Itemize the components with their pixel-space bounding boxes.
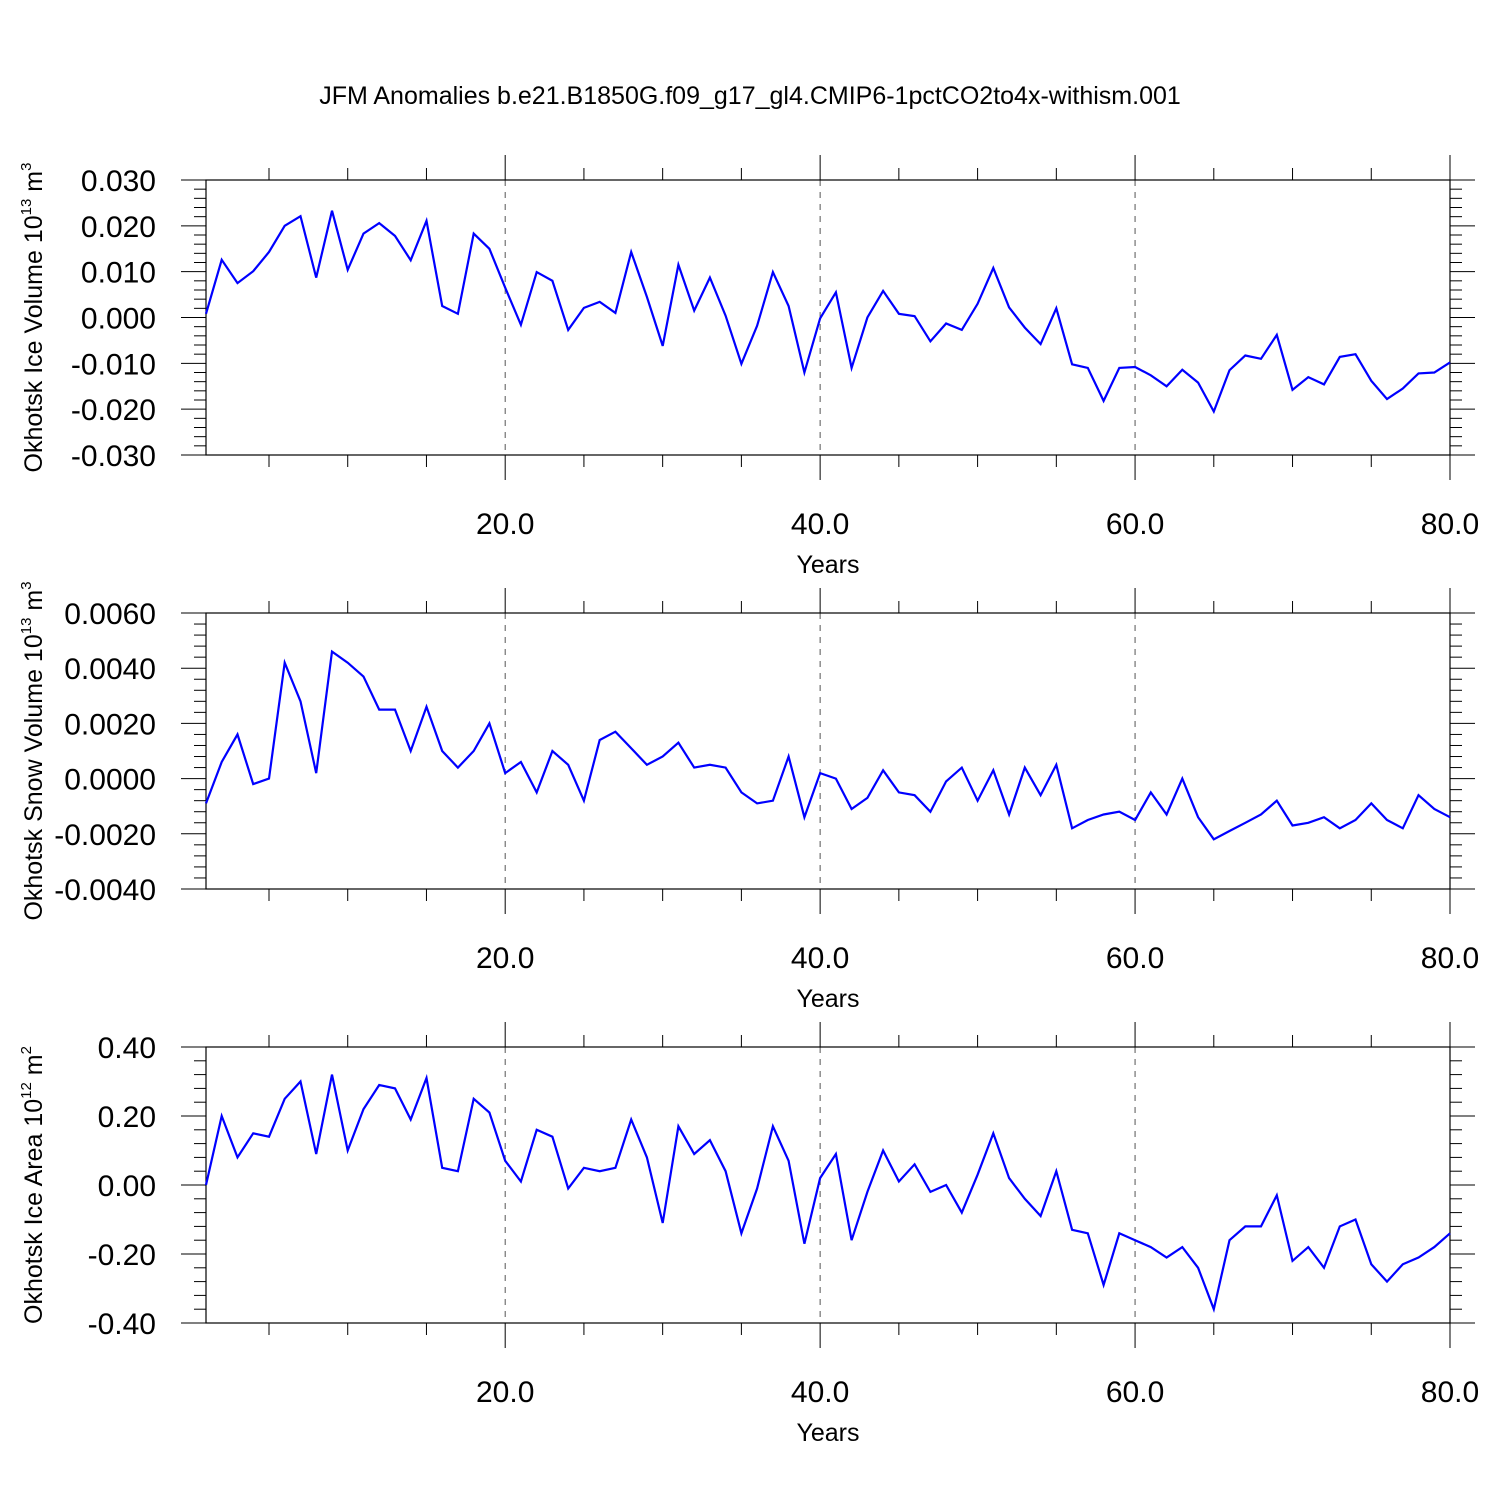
x-tick-label: 20.0 <box>476 942 534 975</box>
x-tick-label: 60.0 <box>1106 1376 1164 1409</box>
plot-frame <box>205 179 1451 456</box>
x-tick-label: 20.0 <box>476 1376 534 1409</box>
y-tick-label: -0.010 <box>71 348 156 381</box>
x-axis-label: Years <box>796 985 859 1013</box>
y-tick-label: 0.010 <box>81 257 156 290</box>
y-tick-label: 0.40 <box>98 1032 156 1065</box>
series-line <box>204 649 1451 841</box>
x-tick-label: 60.0 <box>1106 508 1164 541</box>
x-tick-label: 80.0 <box>1421 1376 1479 1409</box>
x-tick-label: 80.0 <box>1421 942 1479 975</box>
plot-frame <box>205 612 1451 890</box>
y-tick-label: 0.000 <box>81 303 156 336</box>
series-line <box>204 210 1451 415</box>
y-tick-label: -0.020 <box>71 394 156 427</box>
y-tick-label: -0.030 <box>71 440 156 473</box>
y-tick-label: 0.0040 <box>64 653 156 686</box>
y-tick-label: -0.20 <box>88 1239 156 1272</box>
x-tick-label: 20.0 <box>476 508 534 541</box>
panel-2: 20.0 40.0 60.0 80.0 -0.0040 -0.0020 0.0000 0.00… <box>18 581 1479 1013</box>
figure-title: JFM Anomalies b.e21.B1850G.f09_g17_gl4.C… <box>319 82 1181 110</box>
panel-1: 20.0 40.0 60.0 80.0 -0.030 -0.020 -0.010 0.000 0… <box>18 155 1479 579</box>
series-line <box>204 1073 1451 1313</box>
y-tick-label: 0.030 <box>81 165 156 198</box>
y-tick-label: 0.0060 <box>64 598 156 631</box>
x-tick-label: 40.0 <box>791 942 849 975</box>
panels: 20.0 40.0 60.0 80.0-0.030-0.020-0.0100.0000… <box>18 155 1479 1447</box>
y-axis-label: Okhotsk Ice Area 1012 m2 <box>18 1046 48 1324</box>
x-tick-label: 40.0 <box>791 508 849 541</box>
y-axis-label: Okhotsk Ice Volume 1013 m3 <box>18 163 48 473</box>
x-axis-label: Years <box>796 1419 859 1447</box>
x-tick-label: 80.0 <box>1421 508 1479 541</box>
y-tick-label: 0.0000 <box>64 764 156 797</box>
panel-3: 20.0 40.0 60.0 80.0 -0.40 -0.20 0.00 0.20 0.40 Ye… <box>18 1022 1479 1447</box>
y-tick-label: 0.020 <box>81 211 156 244</box>
y-axis-label: Okhotsk Snow Volume 1013 m3 <box>18 581 48 920</box>
y-tick-label: 0.00 <box>98 1170 156 1203</box>
y-tick-label: -0.40 <box>88 1308 156 1341</box>
y-tick-label: -0.0040 <box>54 874 156 907</box>
x-axis-label: Years <box>796 551 859 579</box>
x-tick-label: 40.0 <box>791 1376 849 1409</box>
y-tick-label: 0.20 <box>98 1101 156 1134</box>
x-tick-label: 60.0 <box>1106 942 1164 975</box>
y-tick-label: -0.0020 <box>54 819 156 852</box>
y-tick-label: 0.0020 <box>64 708 156 741</box>
